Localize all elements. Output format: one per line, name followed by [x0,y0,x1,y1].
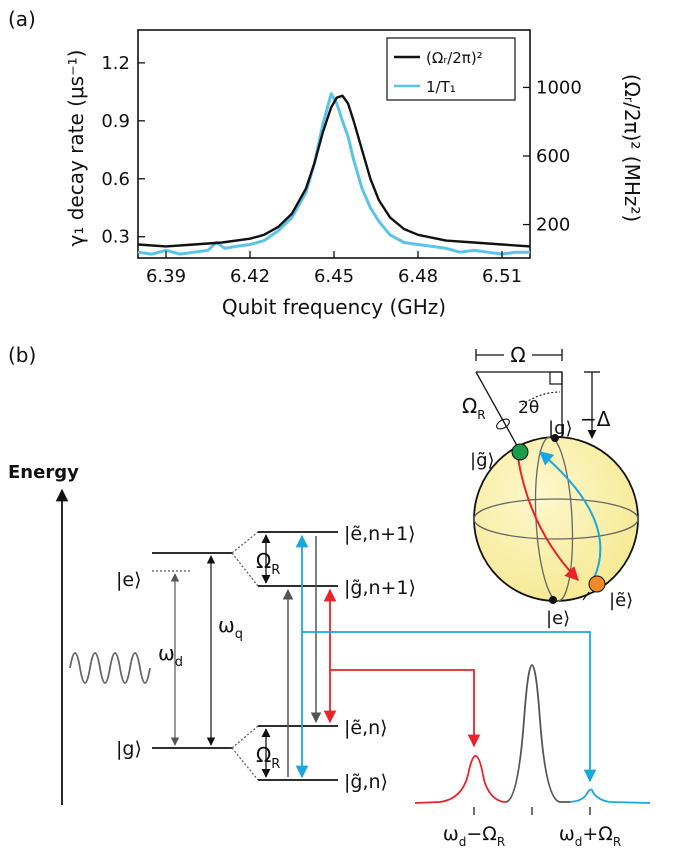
bloch-sphere-diagram: Ω 2θ ΩR −Δ |g⟩ |e⟩ |g̃⟩ |ẽ⟩ [462,343,638,629]
dressed-state-e-n1: |ẽ,n+1⟩ [344,523,416,545]
y2-tick-label-1: 600 [536,146,570,167]
right-angle-mark [550,372,562,384]
bloch-g-label: |g⟩ [548,418,573,439]
x-tick-label-3: 6.48 [398,266,438,287]
drive-sine-icon [70,653,150,683]
legend-label-t1: 1/T₁ [426,78,456,96]
x-tick-label-4: 6.51 [482,266,522,287]
dressed-state-g-n: |g̃,n⟩ [344,771,388,793]
omega-q-label: ωq [218,613,243,642]
x-tick-label-1: 6.42 [230,266,270,287]
energy-label: Energy [8,462,79,483]
rabi-splitting-lower-label: ΩR [256,743,280,772]
panel-b-label: (b) [8,343,36,367]
dressed-state-g-n1: |g̃,n+1⟩ [344,577,416,599]
y-tick-label-3: 1.2 [101,53,130,74]
series-line-rabi [138,96,530,247]
legend: (Ωᵣ/2π)² 1/T₁ [387,38,515,100]
y-axis-left-label: γ₁ decay rate (μs⁻¹) [64,50,88,247]
y2-tick-label-2: 1000 [536,77,582,98]
y-tick-label-0: 0.3 [101,227,130,248]
sideband-right-label: ωd+ΩR [559,823,621,849]
y-axis-right-label: (Ωᵣ/2π)² (MHz²) [620,74,644,222]
y-tick-label-2: 0.9 [101,111,130,132]
dressed-g-dot [512,444,528,460]
series-line-t1 [138,94,530,254]
connector-g-upper [232,726,258,748]
rabi-splitting-upper-label: ΩR [256,549,280,578]
connector-g-lower [232,748,258,780]
x-axis-label: Qubit frequency (GHz) [222,295,446,319]
y2-tick-label-0: 200 [536,215,570,236]
bare-state-e: |e⟩ [116,569,142,591]
pole-e-dot [549,596,557,604]
bloch-g-dressed-label: |g̃⟩ [470,450,495,471]
bloch-e-label: |e⟩ [546,608,570,629]
spectrum-red-sideband [415,756,506,803]
spectrum-central-peak [506,665,570,802]
rotation-circle-icon [495,417,511,431]
bare-state-g: |g⟩ [116,738,142,760]
bloch-omega-r-label: ΩR [462,394,486,422]
x-tick-label-2: 6.45 [314,266,354,287]
series-layer [138,94,530,254]
bloch-e-dressed-label: |ẽ⟩ [609,590,633,611]
legend-label-rabi: (Ωᵣ/2π)² [426,49,483,67]
two-theta-label: 2θ [518,398,539,418]
connector-e-upper [232,532,258,553]
panel-a-label: (a) [8,7,36,31]
connector-e-lower [232,553,258,586]
bloch-minus-delta: −Δ [580,407,611,431]
y-tick-label-1: 0.6 [101,169,130,190]
dressed-state-e-n: |ẽ,n⟩ [344,717,388,739]
route-blue-to-spectrum [302,632,590,781]
sideband-left-label: ωd−ΩR [443,823,505,849]
x-tick-label-0: 6.39 [146,266,186,287]
bloch-omega-label: Ω [510,343,525,367]
spectrum-blue-sideband [570,790,650,803]
omega-d-label: ωd [158,641,183,670]
dressed-e-dot [589,576,605,592]
bloch-sphere [474,437,638,601]
